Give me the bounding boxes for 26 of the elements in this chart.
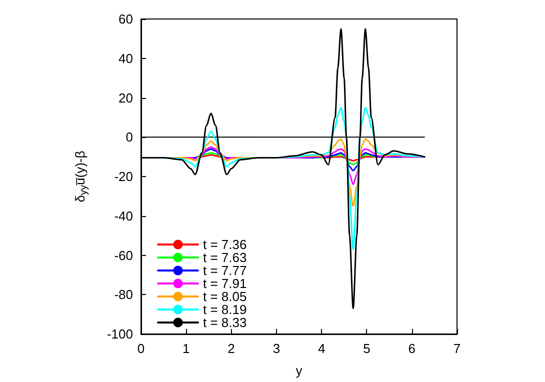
legend-label: t = 7.91 <box>203 276 247 291</box>
x-tick-label: 0 <box>137 341 145 356</box>
y-tick-label: -40 <box>114 208 133 224</box>
y-axis-title: δyyu̅(y)-β <box>72 150 90 202</box>
legend-label: t = 7.36 <box>203 237 247 252</box>
x-tick-label: 3 <box>272 341 280 356</box>
y-tick-label: 20 <box>118 90 133 106</box>
legend-label: t = 7.77 <box>203 263 247 278</box>
y-tick-label: 60 <box>118 12 133 26</box>
x-tick-label: 4 <box>318 341 326 356</box>
x-tick-label: 7 <box>453 341 461 356</box>
legend-label: t = 8.05 <box>203 289 247 304</box>
legend-label: t = 8.33 <box>203 315 247 330</box>
x-tick-label: 5 <box>363 341 370 356</box>
legend-label: t = 7.63 <box>203 250 247 265</box>
x-tick-label: 2 <box>228 341 235 356</box>
x-tick-label: 1 <box>182 341 190 356</box>
y-tick-label: 40 <box>118 50 133 66</box>
legend-label: t = 8.19 <box>203 302 247 317</box>
y-tick-label: -80 <box>114 287 133 302</box>
y-tick-label: -100 <box>106 326 133 342</box>
x-tick-label: 6 <box>408 341 416 356</box>
y-tick-label: -60 <box>114 248 133 263</box>
y-tick-label: -20 <box>114 169 133 184</box>
y-tick-label: 0 <box>126 130 133 145</box>
x-axis-title: y <box>296 363 303 378</box>
